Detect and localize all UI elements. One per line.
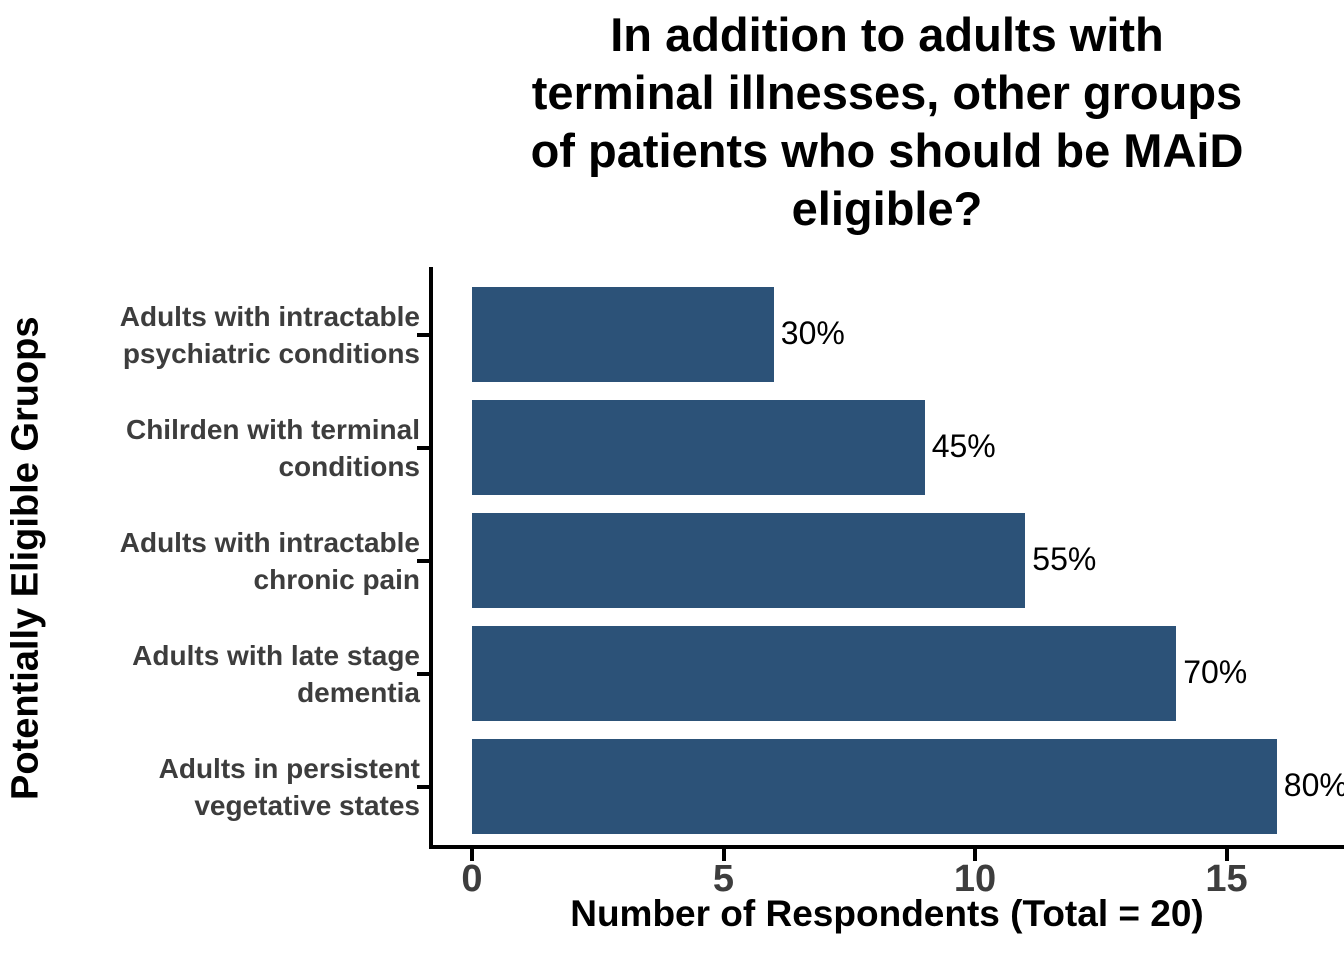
category-label: Adults in persistent vegetative states <box>158 752 420 821</box>
bar <box>472 287 774 382</box>
x-tick <box>470 849 474 861</box>
x-tick-label: 0 <box>461 858 483 900</box>
x-tick-label: 10 <box>953 858 997 900</box>
y-tick <box>417 445 429 450</box>
bar-value-label: 45% <box>931 427 996 464</box>
chart-title: In addition to adults with terminal illn… <box>530 8 1244 235</box>
bar-value-label: 30% <box>780 314 845 351</box>
y-axis-line <box>429 267 433 849</box>
category-label: Adults with intractable chronic pain <box>119 526 420 595</box>
bar <box>472 400 925 495</box>
y-tick <box>417 784 429 789</box>
x-tick <box>1224 849 1229 861</box>
x-tick <box>973 849 977 861</box>
y-tick <box>417 332 429 337</box>
x-tick-label: 15 <box>1205 858 1248 900</box>
bar-value-label: 55% <box>1032 540 1097 577</box>
category-label: Chilrden with terminal conditions <box>125 413 420 482</box>
bar <box>472 513 1026 608</box>
x-tick <box>721 849 726 861</box>
y-tick <box>417 671 429 676</box>
x-tick-label: 5 <box>712 858 735 900</box>
category-label: Adults with intractable psychiatric cond… <box>119 300 420 369</box>
x-axis-line <box>429 845 1344 849</box>
bar <box>472 626 1177 721</box>
bar-value-label: 70% <box>1183 653 1248 690</box>
bar-value-label: 80% <box>1283 766 1344 803</box>
y-tick <box>417 558 429 563</box>
bar <box>472 739 1277 834</box>
x-axis-title: Number of Respondents (Total = 20) <box>570 893 1204 934</box>
category-label: Adults with late stage dementia <box>132 639 420 708</box>
